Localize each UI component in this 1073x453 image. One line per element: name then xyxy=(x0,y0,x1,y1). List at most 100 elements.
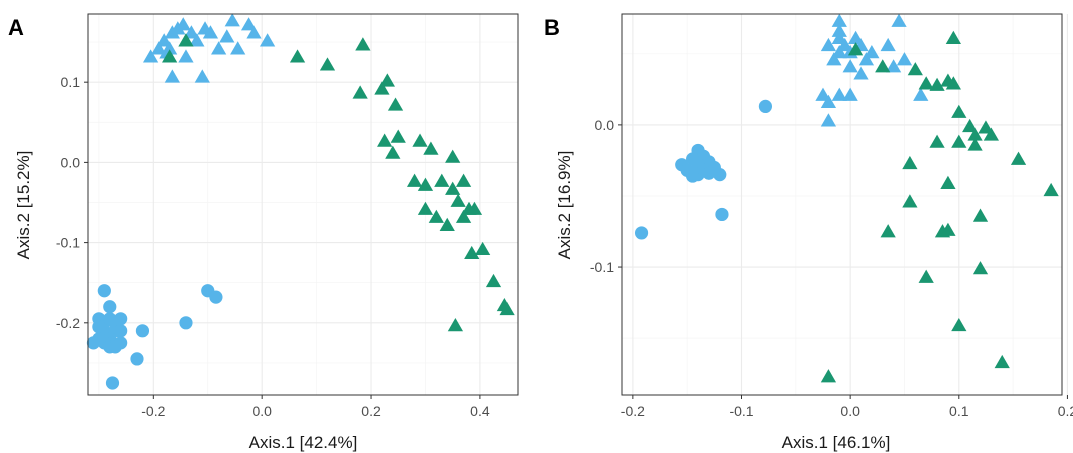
panel-b-triangle-point xyxy=(831,87,847,101)
panel-b-triangle-point xyxy=(891,13,907,27)
panel-a-circle-point xyxy=(108,340,122,354)
panel-a-x-axis-title: Axis.1 [42.4%] xyxy=(249,433,358,452)
panel-a: A -0.2 0.0 0.2 0.4 -0.2 -0.1 0.0 0.1 Axis.1 [42… xyxy=(8,13,519,452)
panel-a-triangle-point xyxy=(259,33,276,47)
panel-b-triangle-point xyxy=(853,66,869,80)
panel-a-y-tick-label: -0.1 xyxy=(56,235,80,251)
panel-b-x-tick-label: 0.1 xyxy=(949,403,969,419)
panel-a-triangle-point xyxy=(423,141,439,155)
panel-a-triangle-point xyxy=(211,41,227,55)
panel-a-triangle-point xyxy=(385,145,401,159)
panel-a-circle-point xyxy=(97,284,111,298)
panel-a-triangle-point xyxy=(417,201,434,215)
panel-b-triangle-point xyxy=(913,87,929,101)
panel-b-triangle-point xyxy=(815,87,831,101)
panel-a-circle-point xyxy=(86,336,101,350)
panel-b-x-tick-label: -0.2 xyxy=(621,403,645,419)
panel-a-triangle-point xyxy=(406,173,423,187)
panel-b-triangle-point xyxy=(902,194,918,208)
panel-b-triangle-point xyxy=(831,30,847,44)
panel-a-circle-point xyxy=(135,324,150,338)
panel-a-triangle-point xyxy=(377,133,393,147)
panel-a-triangle-point xyxy=(183,25,200,39)
panel-b-triangle-point xyxy=(831,13,847,27)
panel-b-circle-point xyxy=(702,166,716,180)
panel-a-triangle-point xyxy=(246,25,262,39)
panel-b-triangle-point xyxy=(929,77,945,91)
panel-a-triangle-point xyxy=(240,17,257,31)
panel-a-circle-point xyxy=(179,316,193,330)
panel-a-x-tick-label: 0.4 xyxy=(470,403,490,419)
panel-b-triangle-point xyxy=(918,76,934,90)
panel-a-triangle-point xyxy=(289,49,306,63)
panel-a-triangle-point xyxy=(319,57,336,71)
panel-a-triangle-point xyxy=(445,149,461,163)
panel-a-triangle-point xyxy=(352,85,368,99)
panel-a-triangle-point xyxy=(142,49,159,63)
panel-a-triangle-point xyxy=(390,129,406,143)
panel-a-triangle-point xyxy=(164,69,180,83)
panel-a-triangle-point xyxy=(455,173,472,187)
panel-b-triangle-point xyxy=(842,87,858,101)
panel-a-triangle-point xyxy=(374,81,390,95)
panel-a-triangle-point xyxy=(162,49,178,63)
panel-b-points xyxy=(634,13,1059,383)
panel-b-gridlines xyxy=(622,14,1068,395)
panel-a-triangle-point xyxy=(387,97,404,111)
panel-a-circle-point xyxy=(209,290,223,304)
panel-a-triangle-point xyxy=(485,273,502,288)
panel-b-triangle-point xyxy=(940,222,956,236)
panel-b-triangle-point xyxy=(842,59,858,73)
panel-a-circle-point xyxy=(103,300,117,314)
panel-b-x-tick-label: 0.2 xyxy=(1058,403,1073,419)
panel-a-triangle-point xyxy=(175,17,191,31)
panel-b-triangle-point xyxy=(918,269,934,283)
panel-b-triangle-point xyxy=(820,113,837,127)
panel-b-triangle-point xyxy=(929,134,945,148)
panel-a-triangle-point xyxy=(219,29,235,43)
panel-b-triangle-point xyxy=(885,59,902,73)
panel-a-triangle-point xyxy=(379,73,395,87)
panel-b-triangle-point xyxy=(972,261,989,275)
panel-b-triangle-point xyxy=(978,120,994,134)
panel-a-triangle-point xyxy=(466,201,483,215)
panel-b-triangle-point xyxy=(951,134,967,148)
panel-a-triangle-point xyxy=(151,41,167,55)
panel-a-triangle-point xyxy=(439,217,455,231)
panel-a-triangle-point xyxy=(455,209,472,223)
panel-b-triangle-point xyxy=(940,175,956,189)
panel-b-triangle-point xyxy=(902,155,918,170)
panel-b-triangle-point xyxy=(967,137,983,151)
panel-a-circle-point xyxy=(114,324,128,338)
panel-a-triangle-point xyxy=(355,37,371,51)
panel-a-triangle-point xyxy=(445,181,461,195)
panel-a-triangle-point xyxy=(417,177,434,191)
panel-b-triangle-point xyxy=(820,37,837,52)
panel-b-triangle-point xyxy=(837,37,853,52)
panel-a-y-tick-label: 0.0 xyxy=(61,154,81,170)
panel-a-plot-area: -0.2 0.0 0.2 0.4 -0.2 -0.1 0.0 0.1 xyxy=(56,13,519,419)
panel-a-circle-point xyxy=(105,376,120,390)
panel-b-letter: B xyxy=(544,15,560,40)
panel-b-triangle-point xyxy=(945,76,961,90)
panel-b-triangle-point xyxy=(896,52,913,66)
panel-b-triangle-point xyxy=(972,208,989,222)
panel-a-triangle-point xyxy=(202,25,219,39)
panel-a-triangle-point xyxy=(178,49,194,63)
panel-b-triangle-point xyxy=(875,59,891,73)
panel-a-triangle-point xyxy=(434,173,450,187)
panel-a-triangle-point xyxy=(189,33,205,47)
panel-b-triangle-point xyxy=(858,52,875,66)
panel-a-x-tick-label: 0.2 xyxy=(361,403,381,419)
panel-b-x-axis-title: Axis.1 [46.1%] xyxy=(782,433,891,452)
panel-a-triangle-point xyxy=(428,209,444,223)
panel-b-triangle-point xyxy=(820,369,837,383)
panel-b-triangle-point xyxy=(831,23,847,37)
panel-b-triangle-point xyxy=(1043,182,1059,197)
panel-b-x-tick-label: -0.1 xyxy=(729,403,753,419)
panel-a-triangle-point xyxy=(474,241,491,256)
panel-a-x-tick-label: 0.0 xyxy=(252,403,272,419)
panel-b-x-tick-label: 0.0 xyxy=(840,403,860,419)
panel-b-plot-frame xyxy=(621,13,1063,396)
